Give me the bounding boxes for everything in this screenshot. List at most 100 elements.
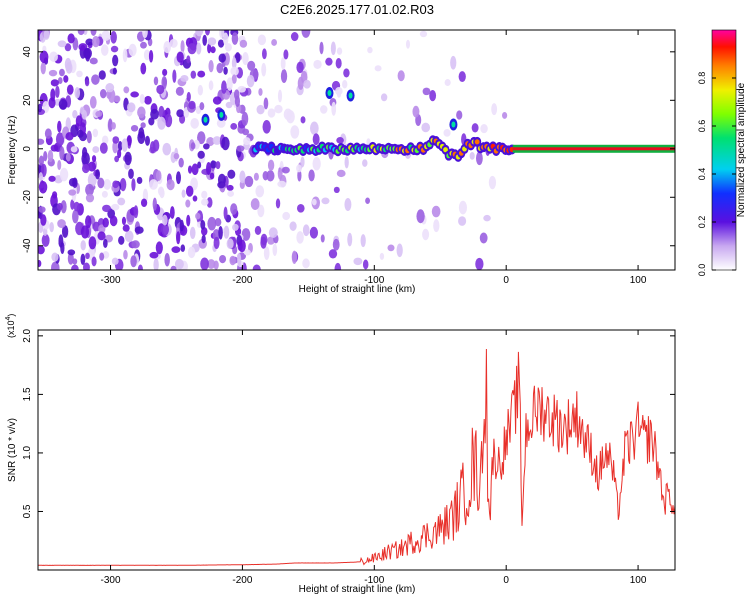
- noise-mark: [81, 163, 90, 174]
- noise-mark: [112, 136, 120, 144]
- noise-mark: [59, 146, 65, 161]
- noise-mark: [296, 231, 304, 244]
- noise-mark: [119, 177, 127, 192]
- noise-mark: [239, 170, 246, 184]
- noise-mark: [188, 100, 196, 110]
- noise-mark: [224, 43, 232, 52]
- noise-mark: [130, 124, 139, 132]
- noise-mark: [216, 118, 226, 128]
- noise-mark: [126, 135, 132, 146]
- colorbar-gradient: [711, 29, 737, 271]
- noise-mark: [422, 87, 431, 96]
- noise-mark: [479, 232, 488, 244]
- snr-multiplier: (x104): [5, 314, 16, 338]
- noise-mark: [209, 172, 215, 180]
- noise-mark: [121, 138, 128, 152]
- noise-mark: [163, 41, 171, 54]
- noise-mark: [202, 34, 208, 46]
- noise-mark: [51, 252, 59, 262]
- noise-mark: [56, 202, 63, 211]
- noise-mark: [95, 169, 101, 180]
- noise-mark: [336, 47, 343, 55]
- band-core-mark: [474, 139, 480, 145]
- noise-mark: [261, 62, 267, 77]
- noise-mark: [175, 86, 184, 96]
- noise-mark: [328, 249, 338, 259]
- noise-mark: [87, 173, 97, 187]
- noise-mark: [208, 60, 214, 73]
- noise-mark: [215, 161, 221, 170]
- colorbar-tick-label: 0.4: [697, 168, 707, 181]
- noise-mark: [302, 224, 310, 237]
- noise-mark: [266, 170, 275, 182]
- noise-mark: [379, 252, 385, 260]
- noise-mark: [78, 43, 88, 51]
- noise-mark: [333, 186, 340, 194]
- noise-mark: [243, 137, 251, 146]
- noise-mark: [137, 106, 146, 119]
- noise-mark: [231, 74, 237, 84]
- y-tick-label: -40: [22, 238, 33, 253]
- noise-mark: [189, 226, 196, 239]
- noise-mark: [231, 57, 237, 70]
- noise-mark: [162, 68, 168, 77]
- noise-mark: [109, 215, 118, 227]
- noise-mark: [225, 101, 233, 109]
- noise-mark: [101, 30, 111, 41]
- noise-mark: [140, 122, 146, 129]
- noise-mark: [197, 131, 206, 145]
- noise-mark: [221, 136, 230, 151]
- x-tick-label: -300: [101, 575, 121, 586]
- noise-mark: [365, 197, 371, 204]
- noise-mark: [232, 223, 239, 231]
- noise-mark: [199, 102, 205, 111]
- noise-mark: [217, 39, 225, 48]
- noise-mark: [336, 137, 344, 144]
- noise-mark: [210, 46, 216, 54]
- noise-mark: [61, 225, 69, 238]
- noise-mark: [230, 123, 238, 130]
- noise-mark: [238, 239, 246, 253]
- noise-mark: [227, 190, 235, 197]
- noise-mark: [44, 128, 52, 139]
- noise-mark: [95, 110, 103, 117]
- noise-mark: [50, 144, 59, 152]
- noise-mark: [223, 66, 228, 75]
- noise-mark: [134, 226, 144, 234]
- snr-x-label: Height of straight line (km): [299, 584, 416, 595]
- noise-mark: [171, 246, 181, 253]
- noise-mark: [258, 88, 263, 96]
- noise-mark: [221, 80, 227, 94]
- noise-mark: [38, 172, 43, 181]
- noise-mark: [263, 246, 270, 261]
- noise-mark: [190, 142, 196, 150]
- noise-mark: [102, 204, 111, 213]
- noise-mark: [244, 175, 254, 188]
- noise-mark: [103, 238, 108, 248]
- noise-mark: [121, 216, 127, 226]
- noise-mark: [152, 139, 160, 152]
- noise-mark: [101, 190, 108, 198]
- noise-mark: [172, 69, 177, 83]
- noise-mark: [190, 117, 199, 129]
- noise-mark: [63, 75, 69, 83]
- noise-mark: [397, 70, 405, 82]
- colorbar: 0.0 0.2 0.4 0.6 0.8 Normalized spectral ampl…: [697, 29, 747, 276]
- noise-mark: [47, 149, 54, 163]
- noise-mark: [480, 123, 488, 134]
- noise-mark: [112, 140, 118, 154]
- noise-mark: [38, 138, 45, 145]
- spectrogram-x-ticks: -300 -200 -100 0 100: [101, 30, 647, 286]
- noise-mark: [362, 159, 368, 167]
- noise-mark: [65, 153, 71, 162]
- noise-mark: [97, 177, 105, 189]
- noise-mark: [80, 225, 90, 239]
- noise-mark: [217, 181, 226, 189]
- noise-mark: [57, 219, 66, 229]
- noise-mark: [148, 117, 155, 126]
- noise-mark: [38, 180, 48, 194]
- noise-mark: [330, 41, 336, 56]
- noise-mark: [89, 57, 98, 65]
- noise-mark: [100, 44, 109, 56]
- noise-mark: [92, 35, 100, 48]
